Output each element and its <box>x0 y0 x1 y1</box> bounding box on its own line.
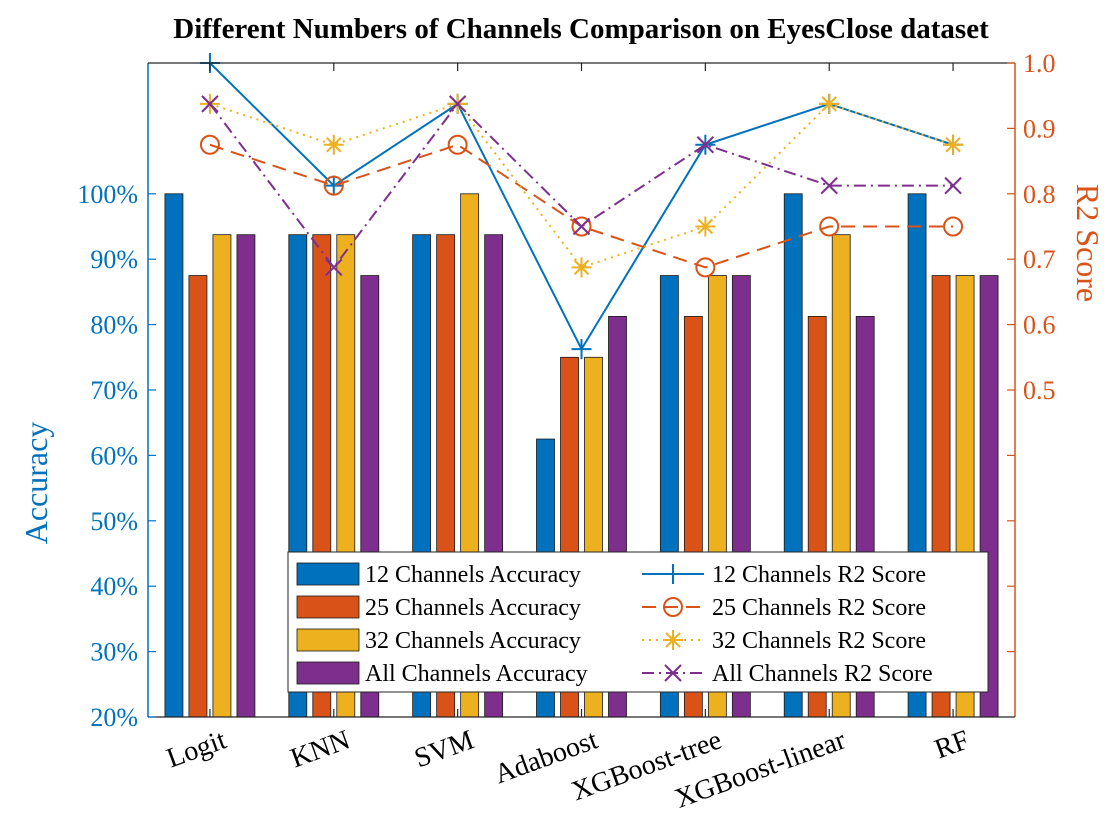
legend-label-line: 25 Channels R2 Score <box>712 595 926 621</box>
right-tick-label: 0.9 <box>1023 114 1056 143</box>
left-tick-label: 90% <box>90 245 138 274</box>
right-axis-ticks: 0.5 0.6 0.7 0.8 0.9 1.0 <box>1007 49 1056 653</box>
left-tick-label: 20% <box>90 703 138 732</box>
legend-label-bar: All Channels Accuracy <box>365 661 588 687</box>
legend-marker <box>663 597 683 617</box>
bar-25-logit <box>188 275 208 718</box>
point-25-r2-rf <box>943 216 964 237</box>
point-32-r2-adaboost <box>571 257 592 278</box>
legend-label-bar: 32 Channels Accuracy <box>365 628 581 654</box>
legend-swatch-bar <box>296 628 360 652</box>
legend-label-bar: 25 Channels Accuracy <box>365 595 581 621</box>
point-25-r2-xgboost-tree <box>695 257 716 278</box>
point-25-r2-svm <box>447 134 468 155</box>
point-12-r2-adaboost <box>571 339 592 360</box>
x-tick-label-logit: Logit <box>163 724 231 774</box>
legend-swatch-bar <box>296 595 360 619</box>
legend-label-bar: 12 Channels Accuracy <box>365 562 581 588</box>
legend-marker <box>663 630 683 650</box>
point-all-r2-xgboost-tree <box>696 136 715 154</box>
point-25-r2-xgboost-linear <box>819 216 840 237</box>
left-tick-label: 70% <box>90 376 138 405</box>
legend-label-line: 32 Channels R2 Score <box>712 628 926 654</box>
legend-label-line: 12 Channels R2 Score <box>712 562 926 588</box>
left-tick-label: 80% <box>90 311 138 340</box>
x-tick-label-knn: KNN <box>287 724 355 774</box>
legend-marker <box>663 564 683 584</box>
right-tick-label: 0.8 <box>1023 180 1056 209</box>
point-32-r2-xgboost-linear <box>819 93 840 114</box>
right-tick-label: 0.7 <box>1023 245 1056 274</box>
point-25-r2-logit <box>199 134 220 155</box>
point-all-r2-knn <box>325 258 343 277</box>
x-tick-label-svm: SVM <box>410 724 478 774</box>
right-tick-label: 0.5 <box>1023 376 1056 405</box>
legend-box <box>287 551 989 693</box>
legend-swatch-bar <box>296 661 360 685</box>
lines-layer <box>199 53 964 360</box>
right-tick-label: 1.0 <box>1023 49 1056 78</box>
point-32-r2-rf <box>943 134 964 155</box>
bar-12-logit <box>164 193 184 718</box>
right-tick-label: 0.6 <box>1023 311 1056 340</box>
left-axis-ticks: 20% 30% 40% 50% 60% 70% 80% 90% 100% <box>77 180 156 732</box>
legend-swatch-bar <box>296 562 360 586</box>
left-axis-label: Accuracy <box>18 422 54 545</box>
chart-title: Different Numbers of Channels Comparison… <box>173 13 989 45</box>
legend-marker <box>664 664 682 682</box>
left-tick-label: 100% <box>77 180 138 209</box>
legend: 12 Channels Accuracy 25 Channels Accuracy… <box>287 551 989 693</box>
point-all-r2-rf <box>944 176 962 195</box>
left-tick-label: 40% <box>90 572 138 601</box>
point-12-r2-knn <box>323 175 344 196</box>
legend-label-line: All Channels R2 Score <box>712 661 933 687</box>
point-all-r2-xgboost-linear <box>820 176 838 195</box>
point-32-r2-knn <box>323 134 344 155</box>
point-32-r2-xgboost-tree <box>695 216 716 237</box>
point-all-r2-logit <box>201 95 219 113</box>
bar-all-logit <box>236 234 256 718</box>
bar-32-logit <box>212 234 232 718</box>
left-tick-label: 60% <box>90 441 138 470</box>
point-all-r2-adaboost <box>572 217 591 236</box>
left-tick-label: 30% <box>90 638 138 667</box>
point-all-r2-svm <box>448 95 467 113</box>
x-tick-label-rf: RF <box>931 724 974 765</box>
point-25-r2-knn <box>323 175 344 196</box>
point-25-r2-adaboost <box>571 216 592 237</box>
left-tick-label: 50% <box>90 507 138 536</box>
right-axis-label: R2 Score <box>1070 184 1106 302</box>
